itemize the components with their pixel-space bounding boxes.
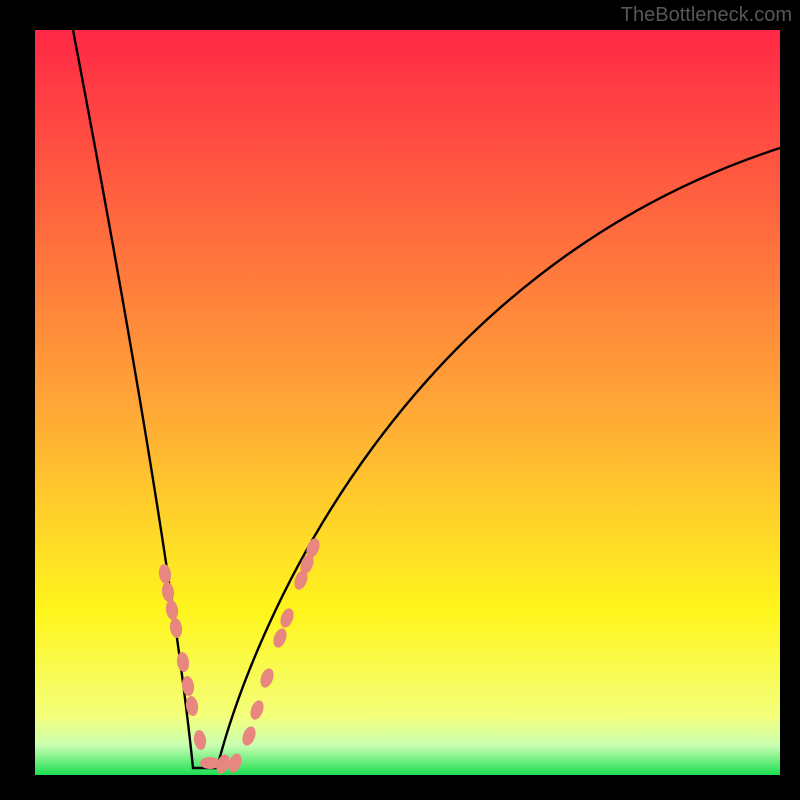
marker-point (165, 599, 180, 620)
watermark-text: TheBottleneck.com (621, 4, 792, 27)
marker-point (176, 651, 191, 672)
chart-svg (35, 30, 780, 775)
chart-plot-area (35, 30, 780, 775)
marker-point (278, 607, 296, 630)
marker-point (240, 725, 258, 748)
marker-point (169, 617, 184, 638)
marker-point (193, 729, 208, 750)
marker-point (161, 581, 176, 602)
marker-point (248, 699, 266, 722)
marker-group (158, 537, 322, 776)
marker-point (258, 667, 276, 690)
marker-point (271, 627, 289, 650)
